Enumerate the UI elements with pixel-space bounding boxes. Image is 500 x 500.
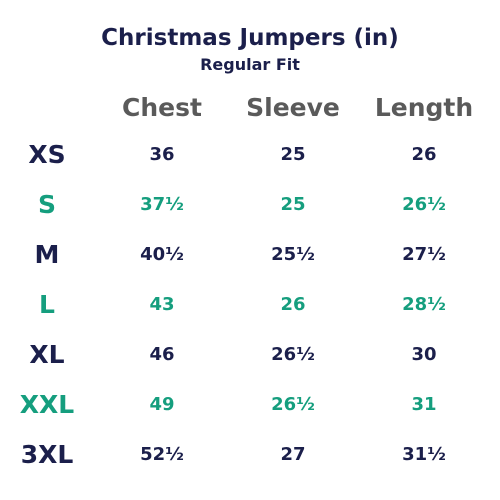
- sleeve-value: 27: [280, 444, 306, 465]
- size-label: M: [34, 240, 60, 269]
- size-label: XL: [29, 340, 65, 369]
- sleeve-value: 25: [280, 144, 306, 165]
- sleeve-value: 26: [280, 294, 306, 315]
- size-row-xs: XS 36 25 26: [0, 135, 500, 175]
- size-row-xxl: XXL 49 26½ 31: [0, 385, 500, 425]
- column-header-length: Length: [374, 93, 474, 122]
- length-value: 31: [411, 394, 437, 415]
- sleeve-value: 25½: [271, 244, 315, 265]
- length-value: 31½: [402, 444, 446, 465]
- chest-value: 40½: [140, 244, 184, 265]
- length-value: 26½: [402, 194, 446, 215]
- size-label: XS: [28, 140, 66, 169]
- size-row-3xl: 3XL 52½ 27 31½: [0, 435, 500, 475]
- chest-value: 46: [149, 344, 175, 365]
- length-value: 26: [411, 144, 437, 165]
- length-value: 27½: [402, 244, 446, 265]
- sleeve-value: 25: [280, 194, 306, 215]
- chart-title: Christmas Jumpers (in): [101, 25, 399, 51]
- chart-subtitle: Regular Fit: [200, 55, 300, 74]
- size-row-m: M 40½ 25½ 27½: [0, 235, 500, 275]
- chest-value: 37½: [140, 194, 184, 215]
- size-label: S: [37, 190, 56, 219]
- column-header-sleeve: Sleeve: [246, 93, 340, 122]
- sleeve-value: 26½: [271, 344, 315, 365]
- size-label: 3XL: [20, 440, 74, 469]
- sleeve-value: 26½: [271, 394, 315, 415]
- size-label: XXL: [19, 390, 75, 419]
- size-row-s: S 37½ 25 26½: [0, 185, 500, 225]
- length-value: 30: [411, 344, 437, 365]
- size-row-xl: XL 46 26½ 30: [0, 335, 500, 375]
- chest-value: 49: [149, 394, 175, 415]
- length-value: 28½: [402, 294, 446, 315]
- chest-value: 52½: [140, 444, 184, 465]
- chest-value: 43: [149, 294, 175, 315]
- column-header-chest: Chest: [122, 93, 202, 122]
- chest-value: 36: [149, 144, 175, 165]
- size-label: L: [39, 290, 55, 319]
- size-row-l: L 43 26 28½: [0, 285, 500, 325]
